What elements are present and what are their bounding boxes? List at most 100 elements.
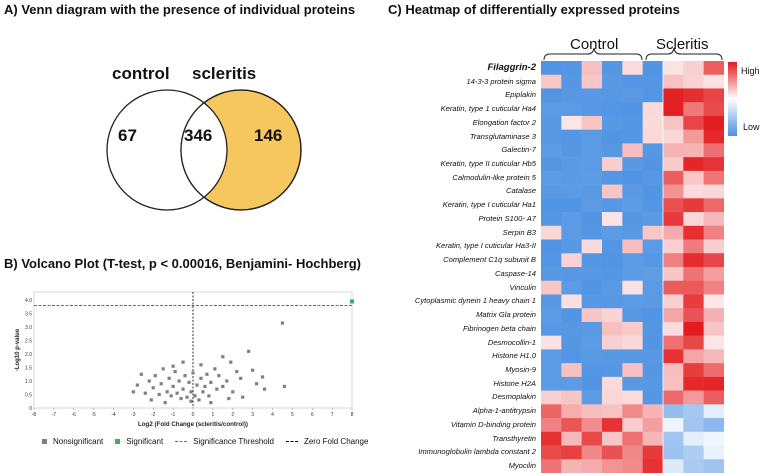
heatmap-cell bbox=[663, 321, 684, 336]
heatmap-row-label: Myosin-9 bbox=[505, 365, 536, 374]
point-nonsignificant bbox=[207, 394, 211, 398]
heatmap-row-label: Vinculin bbox=[509, 282, 536, 292]
heatmap-cell bbox=[561, 212, 582, 227]
point-nonsignificant bbox=[213, 367, 217, 371]
heatmap-cell bbox=[561, 115, 582, 130]
heatmap-cell bbox=[541, 431, 562, 446]
point-nonsignificant bbox=[171, 384, 175, 389]
heatmap-cell bbox=[602, 102, 623, 117]
heatmap-cell bbox=[622, 198, 643, 213]
point-nonsignificant bbox=[131, 390, 135, 394]
heatmap-cell bbox=[703, 321, 724, 336]
heatmap-cell bbox=[622, 404, 643, 419]
heatmap-cell bbox=[703, 253, 724, 268]
point-nonsignificant bbox=[189, 399, 193, 403]
heatmap-cell bbox=[561, 74, 582, 89]
heatmap-cell bbox=[683, 267, 704, 282]
heatmap-cell bbox=[581, 308, 603, 323]
heatmap-cell bbox=[683, 280, 704, 295]
x-tick-label: 5 bbox=[291, 412, 294, 418]
heatmap-cell bbox=[602, 308, 623, 323]
heatmap-cell bbox=[561, 157, 582, 172]
heatmap-cell bbox=[622, 170, 643, 185]
heatmap-cell bbox=[703, 102, 724, 117]
heatmap-cell bbox=[581, 459, 603, 473]
heatmap-row-label: Myocilin bbox=[508, 461, 536, 471]
heatmap-row-label: Elongation factor 2 bbox=[472, 117, 536, 127]
point-nonsignificant bbox=[241, 395, 245, 399]
heatmap-cell bbox=[581, 102, 603, 117]
heatmap-row-label: Complement C1q subunit B bbox=[443, 255, 536, 265]
heatmap-cell bbox=[561, 129, 582, 144]
heatmap-cell bbox=[541, 74, 562, 89]
heatmap-cell bbox=[622, 115, 643, 130]
heatmap-row-label: Cytoplasmic dynein 1 heavy chain 1 bbox=[414, 296, 536, 306]
heatmap-cell bbox=[561, 308, 582, 323]
heatmap-cell bbox=[663, 335, 684, 350]
legend-zero-label: Zero Fold Change bbox=[303, 437, 369, 446]
point-nonsignificant bbox=[231, 390, 235, 394]
x-tick-label: 4 bbox=[271, 412, 274, 418]
heatmap-cell bbox=[663, 74, 684, 89]
heatmap-cell bbox=[581, 212, 603, 227]
heatmap-row-label: Histone H2A bbox=[493, 378, 536, 388]
point-nonsignificant bbox=[187, 380, 191, 384]
point-nonsignificant bbox=[221, 355, 225, 359]
heatmap-cell bbox=[663, 376, 684, 391]
heatmap-cell bbox=[663, 308, 684, 323]
heatmap-cell bbox=[602, 157, 623, 172]
heatmap-cell bbox=[642, 404, 664, 419]
point-nonsignificant bbox=[165, 390, 169, 394]
heatmap-cell bbox=[581, 404, 603, 419]
heatmap-cell bbox=[561, 239, 582, 254]
heatmap-cell bbox=[622, 157, 643, 172]
heatmap-cell bbox=[602, 431, 623, 446]
heatmap-cell bbox=[663, 294, 684, 309]
point-nonsignificant bbox=[179, 396, 183, 401]
heatmap-cell bbox=[541, 349, 562, 364]
heatmap-cell bbox=[642, 267, 664, 282]
heatmap-cell bbox=[602, 74, 623, 89]
venn-label-control: control bbox=[112, 64, 170, 83]
heatmap-cell bbox=[561, 61, 582, 76]
point-nonsignificant bbox=[183, 374, 187, 378]
heatmap-cell bbox=[541, 308, 562, 323]
group-label-control: Control bbox=[570, 36, 619, 53]
group-brackets bbox=[543, 47, 723, 61]
heatmap-row-label: Matrix Gla protein bbox=[476, 310, 536, 320]
heatmap-row-label: 14-3-3 protein sigma bbox=[466, 76, 536, 86]
heatmap-cell bbox=[642, 184, 664, 199]
heatmap-cell bbox=[683, 321, 704, 336]
heatmap-row-label: Calmodulin-like protein 5 bbox=[452, 172, 536, 182]
heatmap-cell bbox=[663, 157, 684, 172]
heatmap-cell bbox=[581, 445, 603, 460]
heatmap-cell bbox=[642, 61, 664, 76]
point-nonsignificant bbox=[135, 383, 139, 387]
scale-label-low: Low bbox=[743, 122, 760, 132]
heatmap-cell bbox=[602, 349, 623, 364]
heatmap-cell bbox=[541, 267, 562, 282]
heatmap-row-label: Galectin-7 bbox=[501, 145, 536, 155]
y-tick-label: 2.5 bbox=[25, 338, 32, 344]
heatmap-cell bbox=[541, 253, 562, 268]
heatmap-cell bbox=[703, 459, 724, 473]
heatmap-cell bbox=[663, 363, 684, 378]
point-nonsignificant bbox=[151, 386, 155, 390]
point-nonsignificant bbox=[215, 387, 219, 391]
heatmap-cell bbox=[561, 88, 582, 103]
heatmap-cell bbox=[541, 143, 562, 158]
point-nonsignificant bbox=[171, 364, 175, 368]
point-nonsignificant bbox=[177, 379, 181, 383]
point-nonsignificant bbox=[159, 382, 163, 386]
point-nonsignificant bbox=[217, 374, 221, 378]
heatmap-cell bbox=[642, 390, 664, 405]
heatmap-cell bbox=[703, 349, 724, 364]
heatmap-cell bbox=[561, 294, 582, 309]
x-axis-label: Log2 (Fold Change (scleritis/control)) bbox=[138, 421, 248, 428]
heatmap-cell bbox=[622, 459, 643, 473]
point-nonsignificant bbox=[239, 376, 243, 380]
y-tick-label: 0.5 bbox=[25, 392, 32, 398]
heatmap-cell bbox=[581, 225, 603, 240]
heatmap-row-labels: Filaggrin-2 14-3-3 protein sigma Epiplakin… bbox=[380, 61, 536, 473]
heatmap-row-label: Transglutaminase 3 bbox=[469, 131, 536, 141]
